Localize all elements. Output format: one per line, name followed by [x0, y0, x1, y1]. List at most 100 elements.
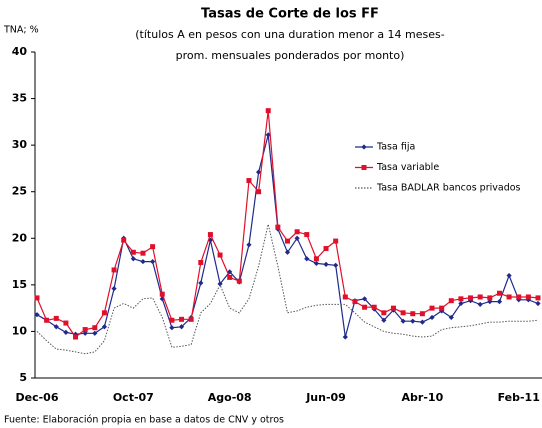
marker [255, 169, 262, 175]
marker [323, 261, 329, 267]
marker [246, 242, 252, 248]
marker [323, 246, 329, 252]
marker [140, 258, 146, 265]
x-tick-label: Feb-11 [498, 391, 540, 404]
marker [246, 178, 252, 184]
marker [101, 324, 108, 330]
marker [313, 256, 319, 262]
y-tick-label: 25 [12, 185, 27, 198]
chart-subtitle: (títulos A en pesos con una duration men… [135, 28, 445, 41]
y-tick-label: 40 [12, 45, 28, 58]
y-tick-label: 35 [12, 92, 27, 105]
marker [73, 334, 79, 340]
marker [410, 318, 416, 324]
marker [390, 305, 396, 311]
marker [304, 232, 310, 238]
marker [111, 285, 117, 292]
marker [178, 324, 185, 330]
marker [333, 262, 339, 268]
marker [448, 314, 454, 321]
marker [342, 294, 348, 300]
marker [121, 237, 127, 243]
marker [400, 310, 406, 316]
marker [439, 305, 445, 311]
marker [448, 298, 454, 304]
marker [130, 256, 136, 262]
marker [477, 301, 483, 308]
x-tick-label: Dec-06 [16, 391, 59, 404]
marker [265, 108, 271, 114]
marker [294, 235, 300, 241]
source-note: Fuente: Elaboración propia en base a dat… [4, 415, 284, 426]
marker [535, 295, 541, 301]
marker [362, 304, 368, 310]
marker [92, 330, 98, 336]
marker [227, 274, 233, 280]
marker [217, 281, 223, 287]
marker [198, 280, 204, 286]
marker [487, 295, 493, 301]
marker [333, 238, 339, 244]
x-tick-label: Abr-10 [402, 391, 444, 404]
marker [313, 260, 320, 267]
marker [304, 256, 310, 262]
chart-subtitle: prom. mensuales ponderados por monto) [176, 49, 405, 62]
marker [207, 232, 213, 238]
marker [458, 296, 464, 302]
marker [179, 316, 185, 322]
x-tick-label: Oct-07 [113, 391, 154, 404]
marker [516, 294, 522, 300]
marker [82, 330, 88, 336]
marker [53, 315, 59, 321]
marker [150, 258, 156, 265]
y-tick-label: 30 [12, 138, 28, 151]
marker [285, 238, 290, 244]
series-line [36, 134, 539, 338]
marker [429, 305, 435, 311]
marker [188, 316, 194, 322]
series-line [36, 224, 539, 355]
marker [506, 272, 512, 279]
marker [150, 244, 156, 250]
marker [419, 319, 425, 325]
marker [198, 260, 204, 266]
marker [236, 278, 242, 284]
x-tick-label: Jun-09 [305, 391, 346, 404]
marker [381, 317, 387, 323]
marker [429, 314, 435, 321]
marker [101, 310, 107, 316]
marker [284, 249, 291, 255]
marker [217, 252, 223, 258]
y-tick-label: 5 [19, 371, 27, 384]
y-tick-label: 10 [12, 324, 28, 337]
marker [44, 317, 50, 323]
marker [130, 249, 136, 255]
legend-marker [361, 165, 367, 170]
marker [496, 290, 502, 296]
marker [159, 296, 165, 302]
marker [410, 311, 416, 317]
marker [467, 298, 474, 304]
marker [419, 311, 425, 317]
marker [352, 299, 358, 305]
legend-label: Tasa fija [376, 142, 415, 153]
marker [468, 295, 474, 301]
legend-marker [361, 144, 367, 150]
marker [82, 327, 88, 333]
marker [525, 297, 531, 303]
legend-label: Tasa BADLAR bancos privados [376, 183, 521, 194]
marker [63, 329, 69, 335]
marker [342, 334, 348, 340]
marker [371, 304, 377, 310]
marker [400, 318, 406, 324]
marker [169, 317, 175, 323]
marker [525, 294, 531, 300]
marker [63, 320, 69, 326]
legend-label: Tasa variable [376, 162, 439, 173]
marker [53, 324, 59, 330]
marker [34, 295, 40, 301]
marker [140, 250, 146, 256]
marker [506, 294, 512, 300]
marker [294, 229, 300, 235]
